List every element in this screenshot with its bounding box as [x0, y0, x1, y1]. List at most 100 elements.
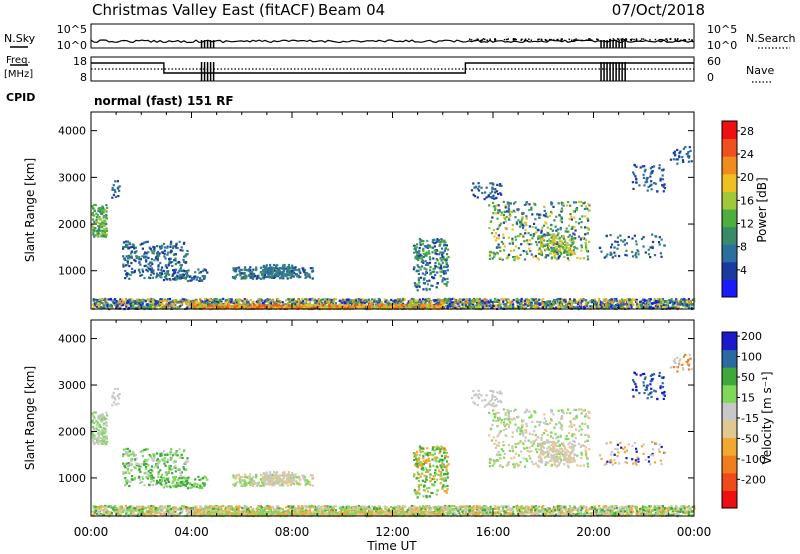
echo-cell — [147, 263, 150, 266]
echo-cell — [608, 305, 611, 308]
echo-cell — [123, 300, 126, 303]
echo-cell — [233, 306, 236, 309]
echo-cell — [476, 303, 479, 306]
echo-cell — [582, 202, 585, 205]
echo-cell — [153, 305, 156, 308]
echo-cell — [368, 305, 371, 308]
echo-cell — [245, 276, 248, 279]
echo-cell — [127, 257, 130, 260]
echo-cell — [236, 304, 239, 307]
echo-cell — [562, 236, 565, 239]
echo-cell — [95, 302, 98, 305]
echo-cell — [302, 303, 305, 306]
echo-cell — [427, 304, 430, 307]
echo-cell — [661, 303, 664, 306]
echo-cell — [625, 306, 628, 309]
echo-cell — [538, 298, 541, 301]
echo-cell — [627, 235, 630, 239]
echo-cell — [240, 268, 243, 272]
echo-cell — [232, 267, 235, 270]
echo-cell — [243, 299, 246, 303]
echo-cell — [152, 252, 155, 255]
echo-cell — [97, 208, 100, 211]
echo-cell — [496, 228, 499, 231]
echo-cell — [489, 182, 492, 185]
echo-cell — [521, 218, 524, 221]
echo-cell — [155, 276, 158, 279]
echo-cell — [562, 246, 565, 249]
echo-cell — [628, 297, 631, 301]
echo-cell — [522, 226, 525, 230]
echo-cell — [195, 299, 198, 302]
echo-cell — [312, 303, 316, 306]
echo-cell — [691, 298, 694, 301]
echo-cell — [619, 307, 622, 310]
echo-cell — [627, 301, 630, 304]
echo-cell — [165, 303, 168, 306]
echo-cell — [146, 270, 149, 273]
echo-cell — [573, 216, 576, 219]
echo-cell — [125, 240, 128, 243]
echo-cell — [583, 207, 586, 211]
echo-cell — [547, 244, 551, 247]
echo-cell — [445, 282, 448, 286]
echo-cell — [528, 208, 531, 212]
echo-cell — [575, 209, 578, 212]
echo-cell — [298, 268, 301, 271]
echo-cell — [512, 256, 515, 259]
echo-cell — [205, 297, 208, 301]
echo-cell — [515, 222, 519, 225]
echo-cell — [542, 301, 545, 304]
echo-cell — [549, 241, 552, 244]
echo-cell — [574, 301, 577, 304]
echo-cell — [160, 273, 164, 276]
echo-cell — [418, 298, 421, 301]
echo-cell — [105, 235, 108, 238]
echo-cell — [513, 306, 516, 309]
echo-cell — [553, 240, 556, 243]
echo-cell — [613, 298, 616, 301]
echo-cell — [198, 271, 201, 274]
echo-cell — [271, 273, 274, 276]
echo-cell — [562, 203, 565, 206]
echo-cell — [171, 260, 174, 264]
echo-cell — [404, 298, 407, 301]
echo-cell — [417, 277, 420, 280]
echo-cell — [538, 247, 541, 250]
echo-cell — [260, 305, 263, 308]
echo-cell — [513, 249, 516, 252]
echo-cell — [519, 221, 522, 224]
echo-cell — [240, 299, 243, 302]
echo-cell — [646, 180, 649, 183]
echo-cell — [92, 299, 95, 303]
echo-cell — [332, 300, 335, 303]
echo-cell — [370, 301, 374, 304]
echo-cell — [543, 205, 546, 208]
echo-cell — [308, 275, 311, 278]
echo-cell — [219, 306, 222, 309]
echo-cell — [291, 266, 294, 270]
echo-cell — [416, 255, 419, 258]
echo-cell — [491, 182, 494, 185]
echo-cell — [307, 273, 310, 276]
echo-cell — [619, 301, 622, 304]
echo-cell — [601, 303, 604, 306]
echo-cell — [268, 299, 272, 302]
echo-cell — [566, 204, 569, 207]
echo-cell — [290, 299, 293, 302]
echo-cell — [538, 216, 541, 219]
echo-cell — [553, 219, 556, 222]
echo-cell — [411, 304, 414, 307]
echo-cell — [489, 220, 492, 223]
echo-cell — [247, 274, 250, 277]
echo-cell — [510, 249, 513, 253]
echo-cell — [207, 304, 210, 307]
echo-cell — [458, 305, 461, 308]
echo-cell — [155, 300, 158, 303]
echo-cell — [340, 303, 343, 306]
echo-cell — [603, 299, 607, 302]
echo-cell — [558, 255, 561, 258]
echo-cell — [658, 307, 661, 310]
echo-cell — [267, 300, 270, 303]
echo-cell — [195, 306, 199, 309]
